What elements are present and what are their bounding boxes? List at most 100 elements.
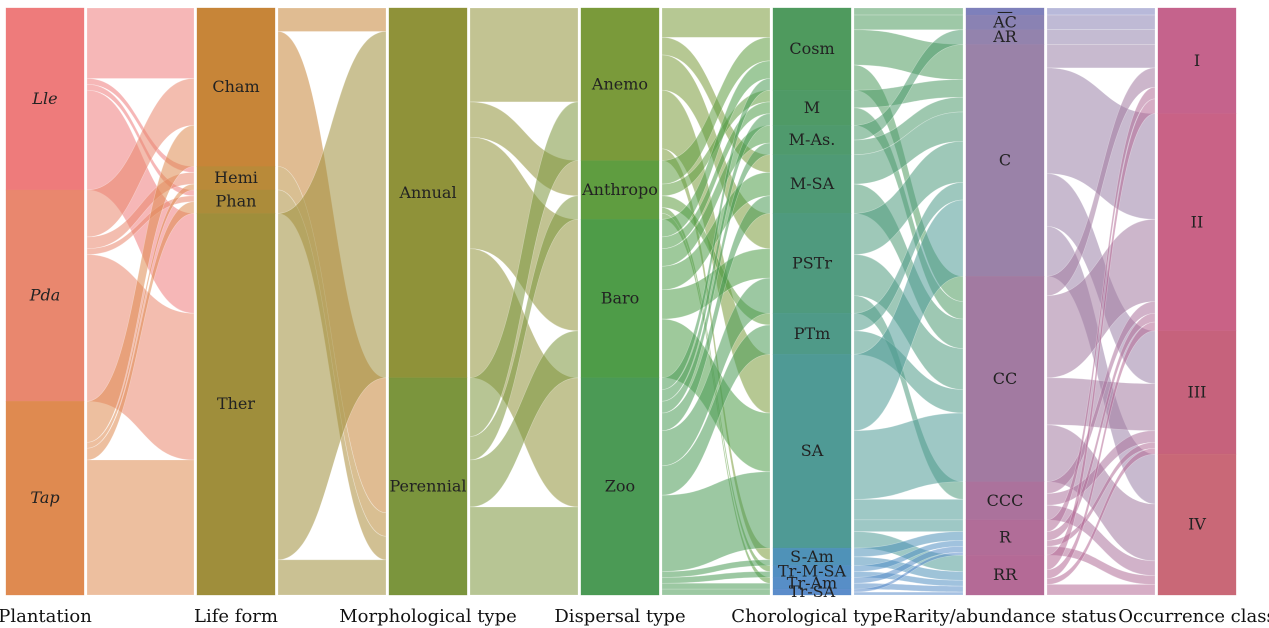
link-ac-to-i (1046, 14, 1156, 31)
labels-layer: Lle Pda Tap Cham Hemi Phan Ther Annual Perennial… (29, 2, 1207, 602)
column-label-morphological-type: Morphological type (339, 606, 517, 627)
node-dispersal-type-anemo (580, 7, 660, 161)
link-perennial-to-anthropo (469, 195, 579, 461)
node-label-ar: AR (992, 27, 1018, 46)
node-dispersal-type-anthropo (580, 160, 660, 220)
link-anemo-to-cosm (661, 7, 771, 38)
node-label-r: R (999, 527, 1012, 546)
link-tap-to-ther (86, 459, 195, 596)
link-perennial-to-baro (469, 330, 579, 508)
node-label-anemo: Anemo (591, 74, 648, 93)
column-label-life-form: Life form (194, 606, 278, 627)
link-annual-to-anemo (469, 7, 579, 103)
link-rr-to-iii (1046, 447, 1156, 585)
node-occurrence-class-iii (1157, 330, 1237, 455)
node-rarity-abundance-status-rr (965, 554, 1045, 596)
node-label-m-as: M-As. (789, 130, 836, 149)
node-rarity-abundance-status-cc (965, 276, 1045, 482)
node-label-s-am: S-Am (790, 547, 834, 566)
link-zoo-to-pstr (661, 277, 771, 467)
link-zoo-to-tr-sa (661, 588, 771, 596)
links-layer (86, 7, 1156, 596)
nodes-layer (5, 7, 1237, 596)
link-dash-to-i (1046, 7, 1156, 16)
link-tr-sa-to-r (853, 551, 964, 593)
link-zoo-to-m-as (661, 142, 771, 414)
node-chorological-type-m-as (772, 125, 852, 156)
node-label-dash: — (997, 2, 1013, 21)
link-lle-to-cham (86, 7, 195, 79)
node-occurrence-class-i (1157, 7, 1237, 114)
link-sa-to-cc (853, 412, 964, 500)
node-chorological-type-m-sa (772, 154, 852, 214)
column-label-occurrence-class: Occurrence class (1118, 606, 1269, 627)
node-label-m-sa: M-SA (790, 174, 835, 193)
link-rr-to-iv (1046, 584, 1156, 596)
node-dispersal-type-zoo (580, 377, 660, 596)
node-label-pstr: PSTr (792, 253, 832, 272)
node-label-iv: IV (1188, 515, 1206, 534)
link-zoo-to-tr-m-sa (661, 571, 771, 584)
node-label-perennial: Perennial (389, 476, 466, 495)
node-label-tr-am: Tr-Am (787, 573, 837, 592)
node-label-rr: RR (993, 565, 1018, 584)
column-labels: Plantation Life form Morphological type Dis… (0, 606, 1269, 627)
node-label-pda: Pda (29, 286, 61, 305)
link-perennial-to-zoo (469, 506, 579, 596)
node-life-form-ther (196, 213, 276, 596)
node-label-cc: CC (993, 369, 1017, 388)
node-label-c: C (999, 150, 1011, 169)
node-chorological-type-cosm (772, 7, 852, 91)
node-occurrence-class-ii (1157, 113, 1237, 332)
link-tap-to-hemi (86, 183, 195, 449)
node-label-baro: Baro (601, 289, 640, 308)
node-label-hemi: Hemi (214, 168, 258, 187)
node-chorological-type-sa (772, 354, 852, 549)
node-label-anthropo: Anthropo (581, 180, 658, 199)
node-label-sa: SA (801, 441, 824, 460)
node-label-tap: Tap (30, 488, 59, 507)
link-rr-to-i (1046, 98, 1156, 571)
node-chorological-type-pstr (772, 213, 852, 314)
link-cosm-to-ac (853, 14, 964, 31)
link-zoo-to-ptm (661, 324, 771, 496)
link-rr-to-ii (1046, 321, 1156, 579)
node-label-cosm: Cosm (789, 39, 834, 58)
node-label-zoo: Zoo (605, 476, 635, 495)
node-label-cham: Cham (212, 77, 259, 96)
link-ar-to-i (1046, 29, 1156, 45)
node-plantation-tap (5, 401, 85, 596)
node-label-iii: III (1188, 382, 1207, 401)
node-dispersal-type-baro (580, 219, 660, 379)
node-chorological-type-tr-sa (772, 588, 852, 596)
node-plantation-pda (5, 189, 85, 402)
column-label-chorological-type: Chorological type (731, 606, 892, 627)
link-m-as-to-ar (853, 29, 964, 141)
column-label-rarity-abundance-status: Rarity/abundance status (893, 606, 1117, 627)
node-label-annual: Annual (398, 183, 456, 202)
link-zoo-to-tr-am (661, 582, 771, 590)
node-occurrence-class-iv (1157, 453, 1237, 596)
link-tap-to-phan (86, 201, 195, 461)
node-rarity-abundance-status-r (965, 519, 1045, 556)
node-label-tr-m-sa: Tr-M-SA (778, 562, 846, 581)
node-life-form-cham (196, 7, 276, 167)
node-label-phan: Phan (216, 192, 257, 211)
link-perennial-to-anemo (469, 101, 579, 437)
link-zoo-to-cosm (661, 78, 771, 390)
node-label-ther: Ther (217, 394, 255, 413)
node-plantation-lle (5, 7, 85, 191)
link-cosm-to-dash (853, 7, 964, 16)
link-zoo-to-m (661, 113, 771, 402)
link-tap-to-cham (86, 125, 195, 443)
column-label-dispersal-type: Dispersal type (554, 606, 685, 627)
link-zoo-to-sa (661, 471, 771, 572)
link-zoo-to-s-am (661, 559, 771, 578)
link-c-to-i (1046, 44, 1156, 69)
link-sa-to-c (853, 199, 964, 431)
node-rarity-abundance-status-ccc (965, 481, 1045, 521)
node-label-m: M (804, 98, 820, 117)
node-morphological-type-perennial (388, 377, 468, 596)
link-sa-to-r (853, 519, 964, 532)
